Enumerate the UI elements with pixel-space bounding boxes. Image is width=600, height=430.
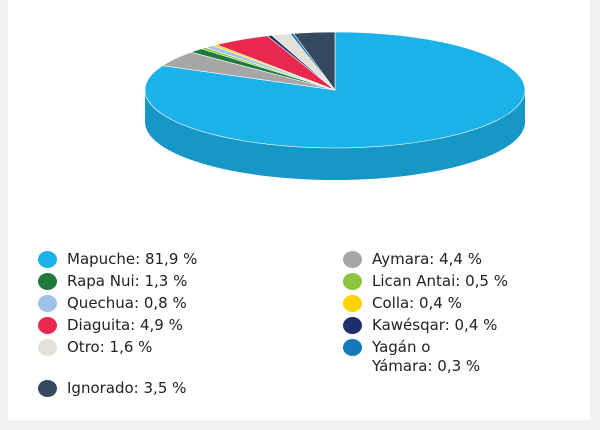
legend-swatch [38,317,57,334]
legend-swatch [38,295,57,312]
legend-item: Colla: 0,4 % [343,294,583,313]
legend-label: Kawésqar: 0,4 % [372,316,498,334]
legend-swatch [343,339,362,356]
legend-label: Rapa Nui: 1,3 % [67,272,188,290]
legend-label: Yagán o Yámara: 0,3 % [372,338,481,375]
legend-swatch [343,317,362,334]
legend-swatch [38,339,57,356]
legend-label: Aymara: 4,4 % [372,250,482,268]
legend-label: Lican Antai: 0,5 % [372,272,508,290]
slice-side [145,90,525,180]
legend-swatch [343,295,362,312]
legend-label: Ignorado: 3,5 % [67,379,187,397]
legend-item: Kawésqar: 0,4 % [343,316,583,335]
legend-item: Diaguita: 4,9 % [38,316,343,335]
legend-label: Quechua: 0,8 % [67,294,187,312]
legend-item: Lican Antai: 0,5 % [343,272,583,291]
legend-item: Yagán o Yámara: 0,3 % [343,338,583,376]
legend-label: Colla: 0,4 % [372,294,462,312]
legend-item: Otro: 1,6 % [38,338,343,376]
legend-label: Mapuche: 81,9 % [67,250,198,268]
chart-panel: Mapuche: 81,9 % Aymara: 4,4 % Rapa Nui: 1,… [8,0,590,420]
legend-swatch [38,273,57,290]
legend-item: Quechua: 0,8 % [38,294,343,313]
legend: Mapuche: 81,9 % Aymara: 4,4 % Rapa Nui: 1,… [38,250,583,398]
legend-item: Rapa Nui: 1,3 % [38,272,343,291]
legend-item: Mapuche: 81,9 % [38,250,343,269]
legend-swatch [38,251,57,268]
slice [292,31,336,91]
pie-chart [144,31,526,180]
slice [144,31,526,149]
legend-item: Ignorado: 3,5 % [38,379,343,398]
legend-item: Aymara: 4,4 % [343,250,583,269]
legend-label: Diaguita: 4,9 % [67,316,183,334]
legend-label: Otro: 1,6 % [67,338,153,356]
legend-swatch [343,273,362,290]
legend-swatch [343,251,362,268]
legend-swatch [38,380,57,397]
